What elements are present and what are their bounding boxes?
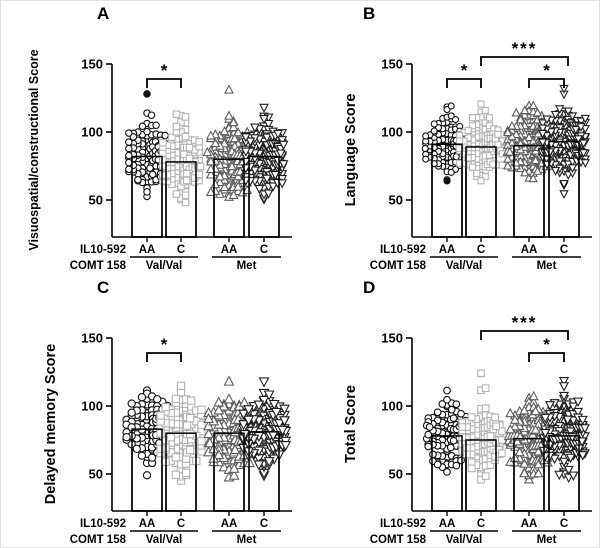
svg-text:AA: AA xyxy=(221,244,238,256)
svg-text:100: 100 xyxy=(81,399,103,414)
svg-text:Val/Val: Val/Val xyxy=(146,534,182,546)
svg-text:100: 100 xyxy=(381,399,403,414)
svg-text:C: C xyxy=(177,244,185,256)
svg-text:50: 50 xyxy=(89,467,103,482)
svg-text:*: * xyxy=(543,335,550,354)
svg-text:*: * xyxy=(161,61,168,80)
svg-text:150: 150 xyxy=(81,331,103,346)
svg-text:Delayed memory Score: Delayed memory Score xyxy=(43,344,59,504)
svg-text:C: C xyxy=(260,518,268,530)
svg-text:150: 150 xyxy=(381,331,403,346)
svg-text:AA: AA xyxy=(139,244,156,256)
svg-text:AA: AA xyxy=(521,518,538,530)
svg-text:Met: Met xyxy=(537,260,557,272)
svg-text:*: * xyxy=(161,335,168,354)
svg-text:*: * xyxy=(461,61,468,80)
svg-text:IL10-592: IL10-592 xyxy=(80,244,126,256)
svg-text:Total Score: Total Score xyxy=(343,385,359,463)
svg-text:*: * xyxy=(543,61,550,80)
svg-text:100: 100 xyxy=(381,125,403,140)
svg-text:***: *** xyxy=(512,39,538,58)
svg-text:C: C xyxy=(477,518,485,530)
svg-text:Val/Val: Val/Val xyxy=(446,534,482,546)
svg-text:50: 50 xyxy=(389,193,403,208)
svg-text:COMT 158: COMT 158 xyxy=(370,260,427,272)
panel-d: D 50 100 150 Total Score AA C AA C IL10-592 COMT … xyxy=(300,274,600,548)
svg-text:50: 50 xyxy=(89,193,103,208)
svg-text:150: 150 xyxy=(381,57,403,72)
svg-text:C: C xyxy=(560,518,568,530)
svg-text:Met: Met xyxy=(237,260,257,272)
svg-text:C: C xyxy=(560,244,568,256)
svg-text:***: *** xyxy=(512,313,538,332)
svg-text:150: 150 xyxy=(81,57,103,72)
panel-letter-d: D xyxy=(363,278,376,297)
svg-text:Met: Met xyxy=(237,534,257,546)
panel-b: B 50 100 150 Language Score AA C AA C IL10-592 CO… xyxy=(300,0,600,274)
svg-text:COMT 158: COMT 158 xyxy=(370,534,427,546)
svg-text:COMT 158: COMT 158 xyxy=(70,534,127,546)
panel-a: A 50 100 150 Visuospatial/constructional Sc… xyxy=(0,0,300,274)
chart-visuospatial-constructional-score: 50 100 150 Visuospatial/constructional Scor… xyxy=(27,49,292,272)
svg-text:AA: AA xyxy=(439,518,456,530)
svg-text:IL10-592: IL10-592 xyxy=(380,244,426,256)
svg-text:AA: AA xyxy=(521,244,538,256)
svg-text:100: 100 xyxy=(81,125,103,140)
svg-text:AA: AA xyxy=(221,518,238,530)
svg-text:50: 50 xyxy=(389,467,403,482)
chart-total-score: 50 100 150 Total Score AA C AA C IL10-592 COMT 15… xyxy=(343,313,592,546)
chart-delayed-memory-score: 50 100 150 Delayed memory Score AA C AA C IL10-5… xyxy=(43,331,292,546)
panel-letter-c: C xyxy=(97,278,110,297)
chart-language-score: 50 100 150 Language Score AA C AA C IL10-592 COMT… xyxy=(343,39,592,272)
svg-text:COMT 158: COMT 158 xyxy=(70,260,127,272)
svg-text:Val/Val: Val/Val xyxy=(446,260,482,272)
svg-text:C: C xyxy=(477,244,485,256)
svg-text:C: C xyxy=(177,518,185,530)
svg-text:C: C xyxy=(260,244,268,256)
svg-text:Language Score: Language Score xyxy=(343,94,359,207)
panel-letter-a: A xyxy=(97,4,110,23)
svg-text:AA: AA xyxy=(439,244,456,256)
svg-text:IL10-592: IL10-592 xyxy=(380,518,426,530)
svg-text:Visuospatial/constructional Sc: Visuospatial/constructional Score xyxy=(27,49,41,250)
panel-letter-b: B xyxy=(363,4,376,23)
svg-text:Val/Val: Val/Val xyxy=(146,260,182,272)
panel-c: C 50 100 150 Delayed memory Score AA C AA C IL10… xyxy=(0,274,300,548)
svg-text:Met: Met xyxy=(537,534,557,546)
svg-text:AA: AA xyxy=(139,518,156,530)
svg-text:IL10-592: IL10-592 xyxy=(80,518,126,530)
